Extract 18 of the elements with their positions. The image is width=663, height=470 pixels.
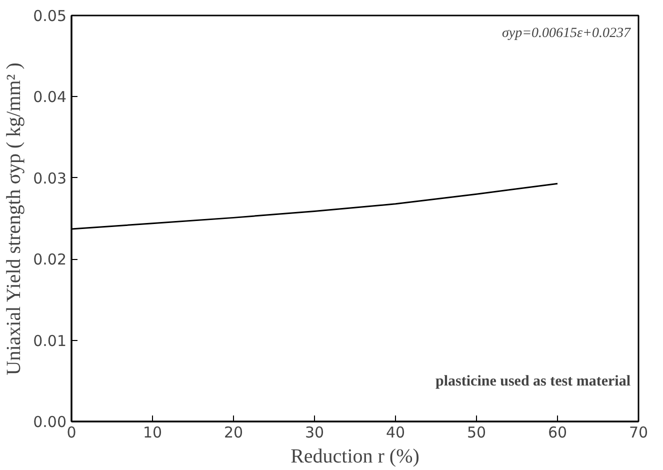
- x-axis-title: Reduction r (%): [290, 446, 420, 468]
- y-tick-label: 0.04: [33, 88, 67, 106]
- x-tick-label: 70: [628, 424, 648, 442]
- x-tick-label: 20: [224, 424, 244, 442]
- annotation: σyp=0.00615ε+0.0237: [502, 26, 632, 41]
- x-tick-label: 10: [142, 424, 162, 442]
- x-tick-label: 60: [548, 424, 568, 442]
- y-axis-title: Uniaxial Yield strength σyp ( kg/mm² ): [3, 62, 26, 376]
- y-tick-label: 0.03: [33, 169, 67, 188]
- y-tick-label: 0.01: [33, 332, 67, 350]
- y-tick-label: 0.00: [33, 413, 67, 431]
- x-tick-label: 0: [66, 424, 76, 442]
- y-tick-label: 0.05: [33, 7, 67, 25]
- y-tick-label: 0.02: [33, 250, 67, 269]
- x-tick-label: 50: [466, 424, 486, 442]
- x-tick-label: 40: [386, 424, 406, 442]
- annotation: plasticine used as test material: [436, 374, 631, 390]
- x-tick-label: 30: [304, 424, 324, 442]
